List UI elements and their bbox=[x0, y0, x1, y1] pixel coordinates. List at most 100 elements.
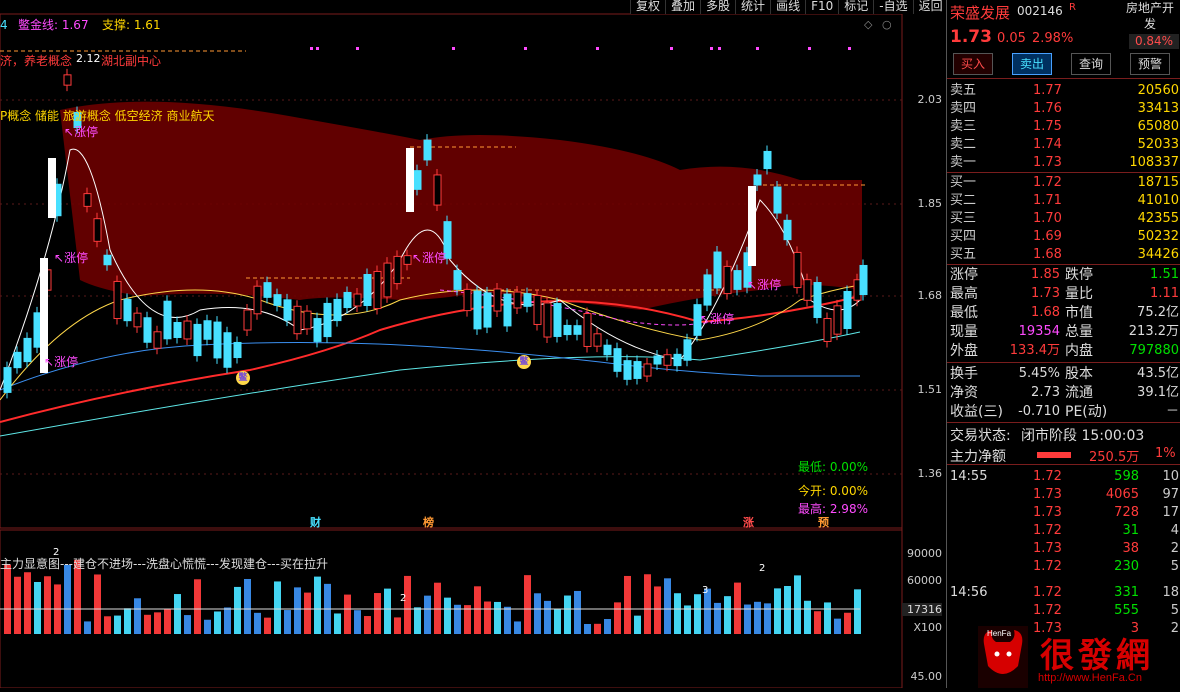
tick-price: 1.72 bbox=[1033, 603, 1062, 618]
sub-count-label: 2 bbox=[759, 563, 766, 574]
stat-value: 213.2万 bbox=[1128, 324, 1179, 339]
tick-price: 1.73 bbox=[1033, 541, 1062, 556]
main-flow-value: 250.5万 bbox=[1089, 450, 1140, 465]
menu-multi[interactable]: 多股 bbox=[700, 0, 735, 14]
tick-volume: 4065 bbox=[1105, 487, 1139, 502]
volume-bar bbox=[434, 582, 441, 634]
menu-draw[interactable]: 画线 bbox=[770, 0, 805, 14]
volume-bar bbox=[144, 614, 151, 634]
buy-button[interactable]: 买入 bbox=[953, 53, 993, 75]
volume-bar bbox=[314, 576, 321, 634]
volume-bar bbox=[24, 572, 31, 634]
candle-body bbox=[263, 282, 272, 298]
candle-body bbox=[583, 313, 592, 347]
level-price: 1.73 bbox=[1033, 155, 1062, 170]
event-marker-forecast[interactable]: 预 bbox=[818, 516, 829, 529]
stat-label: 股本 bbox=[1065, 366, 1093, 382]
order-book-row[interactable]: 买五 1.68 34426 bbox=[947, 246, 1180, 264]
watermark-brand: HenFa bbox=[987, 629, 1012, 638]
tick-row[interactable]: 1.73 38 2 bbox=[947, 540, 1180, 558]
event-marker-finance[interactable]: 财 bbox=[310, 516, 321, 529]
menu-watchlist[interactable]: -自选 bbox=[873, 0, 912, 14]
candle-body bbox=[183, 320, 192, 340]
candle-body bbox=[563, 324, 572, 336]
tick-count: 4 bbox=[1170, 523, 1179, 538]
tick-row[interactable]: 1.72 31 4 bbox=[947, 522, 1180, 540]
event-marker-rank[interactable]: 榜 bbox=[423, 516, 434, 529]
level-label: 买四 bbox=[950, 229, 977, 244]
menu-stats[interactable]: 统计 bbox=[735, 0, 770, 14]
event-marker-limit[interactable]: 涨 bbox=[743, 516, 754, 529]
bie-marker-icon[interactable]: 鳖 bbox=[236, 371, 250, 385]
diamond-icon[interactable]: ◇ bbox=[864, 18, 873, 31]
menu-back[interactable]: 返回 bbox=[912, 0, 948, 14]
tick-row[interactable]: 1.72 555 5 bbox=[947, 602, 1180, 620]
candle-body bbox=[203, 320, 212, 340]
level-price: 1.74 bbox=[1033, 137, 1062, 152]
tick-row[interactable]: 14:55 1.72 598 10 bbox=[947, 468, 1180, 486]
volume-bar bbox=[614, 602, 621, 634]
order-book-row[interactable]: 买三 1.70 42355 bbox=[947, 210, 1180, 228]
candle-body bbox=[173, 322, 182, 338]
stat-label: 内盘 bbox=[1065, 343, 1093, 359]
vol-axis-current: 17316 bbox=[902, 603, 942, 616]
candle-body bbox=[413, 170, 422, 190]
menu-mark[interactable]: 标记 bbox=[838, 0, 873, 14]
limit-candle bbox=[748, 186, 756, 266]
kline-chart-area[interactable]: 4 鳖金线: 1.67 支撑: 1.61 济，养老概念 2.12 湖北副中心 P… bbox=[0, 0, 946, 688]
candle-body bbox=[93, 218, 102, 242]
candle-body bbox=[113, 280, 122, 320]
price-axis-tick: 2.03 bbox=[917, 93, 943, 106]
level-volume: 20560 bbox=[1137, 83, 1179, 98]
query-button[interactable]: 查询 bbox=[1071, 53, 1111, 75]
candle-body bbox=[233, 341, 242, 359]
volume-bar bbox=[294, 587, 301, 634]
stat-value: 43.5亿 bbox=[1137, 366, 1179, 381]
candle-body bbox=[543, 302, 552, 338]
close-icon[interactable]: ○ bbox=[882, 18, 892, 31]
order-book-row[interactable]: 卖三 1.75 65080 bbox=[947, 118, 1180, 136]
candle-body bbox=[273, 294, 282, 306]
support-label: 支撑: 1.61 bbox=[102, 18, 161, 32]
level-volume: 34426 bbox=[1137, 247, 1179, 262]
menu-overlay[interactable]: 叠加 bbox=[665, 0, 700, 14]
level-label: 卖五 bbox=[950, 83, 977, 98]
signal-dot bbox=[718, 47, 721, 50]
bie-marker-icon[interactable]: 鳖 bbox=[517, 355, 531, 369]
tick-row[interactable]: 1.72 230 5 bbox=[947, 558, 1180, 576]
order-book-row[interactable]: 卖二 1.74 52033 bbox=[947, 136, 1180, 154]
kline-chart-svg[interactable] bbox=[0, 0, 946, 688]
level-label: 卖一 bbox=[950, 155, 977, 170]
level-volume: 52033 bbox=[1137, 137, 1179, 152]
menu-f10[interactable]: F10 bbox=[805, 0, 838, 14]
stat-label: 最低 bbox=[950, 305, 978, 321]
candle-body bbox=[473, 290, 482, 330]
tick-row[interactable]: 1.73 4065 97 bbox=[947, 486, 1180, 504]
volume-bar bbox=[674, 593, 681, 634]
order-book-row[interactable]: 买一 1.72 18715 bbox=[947, 174, 1180, 192]
tick-row[interactable]: 1.73 3 2 bbox=[947, 620, 1180, 638]
tick-row[interactable]: 14:56 1.72 331 18 bbox=[947, 584, 1180, 602]
price-axis-tick: 1.85 bbox=[917, 197, 943, 210]
menu-fuquan[interactable]: 复权 bbox=[630, 0, 665, 14]
order-book-row[interactable]: 卖五 1.77 20560 bbox=[947, 82, 1180, 100]
level-price: 1.72 bbox=[1033, 175, 1062, 190]
vol-axis-tick: 60000 bbox=[907, 574, 942, 587]
bull-logo-icon: HenFa bbox=[978, 626, 1028, 688]
tick-row[interactable]: 1.73 728 17 bbox=[947, 504, 1180, 522]
volume-bar bbox=[184, 615, 191, 634]
candle-body bbox=[483, 292, 492, 328]
signal-dot bbox=[316, 47, 319, 50]
order-book-row[interactable]: 买四 1.69 50232 bbox=[947, 228, 1180, 246]
order-book-row[interactable]: 卖四 1.76 33413 bbox=[947, 100, 1180, 118]
tick-volume: 3 bbox=[1130, 621, 1139, 636]
sector-name[interactable]: 房地产开发 bbox=[1125, 1, 1174, 31]
sub-indicator-text: 主力显意图---建仓不进场---洗盘心慌慌---发现建仓---买在拉升 bbox=[0, 557, 328, 571]
sell-button[interactable]: 卖出 bbox=[1012, 53, 1052, 75]
alert-button[interactable]: 预警 bbox=[1130, 53, 1170, 75]
candle-body bbox=[383, 262, 392, 298]
candle-body bbox=[63, 74, 72, 86]
volume-bar bbox=[814, 611, 821, 634]
order-book-row[interactable]: 买二 1.71 41010 bbox=[947, 192, 1180, 210]
order-book-row[interactable]: 卖一 1.73 108337 bbox=[947, 154, 1180, 172]
